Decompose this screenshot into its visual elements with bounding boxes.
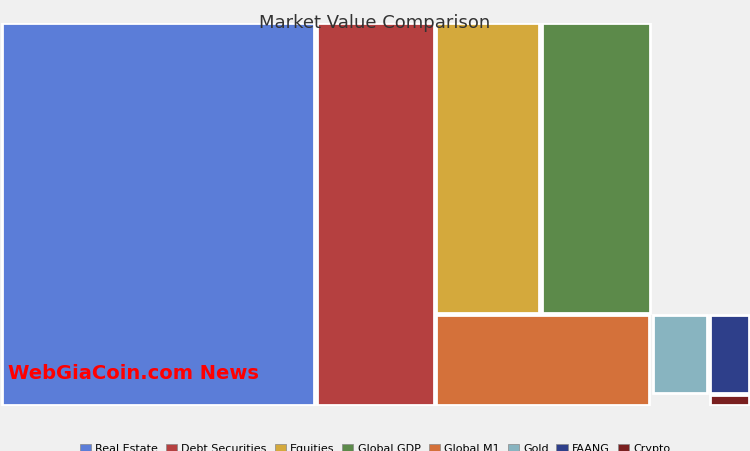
Bar bbox=[2, 23, 314, 405]
Bar bbox=[652, 315, 706, 393]
Legend: Real Estate, Debt Securities, Equities, Global GDP, Global M1, Gold, FAANG, Cryp: Real Estate, Debt Securities, Equities, … bbox=[80, 444, 670, 451]
Bar bbox=[436, 23, 538, 313]
Bar bbox=[710, 395, 748, 405]
Text: WebGiaCoin.com News: WebGiaCoin.com News bbox=[8, 364, 258, 383]
Bar bbox=[710, 315, 748, 393]
Bar bbox=[316, 23, 434, 405]
Bar bbox=[436, 315, 650, 405]
Bar bbox=[542, 23, 650, 313]
Text: Market Value Comparison: Market Value Comparison bbox=[260, 14, 490, 32]
